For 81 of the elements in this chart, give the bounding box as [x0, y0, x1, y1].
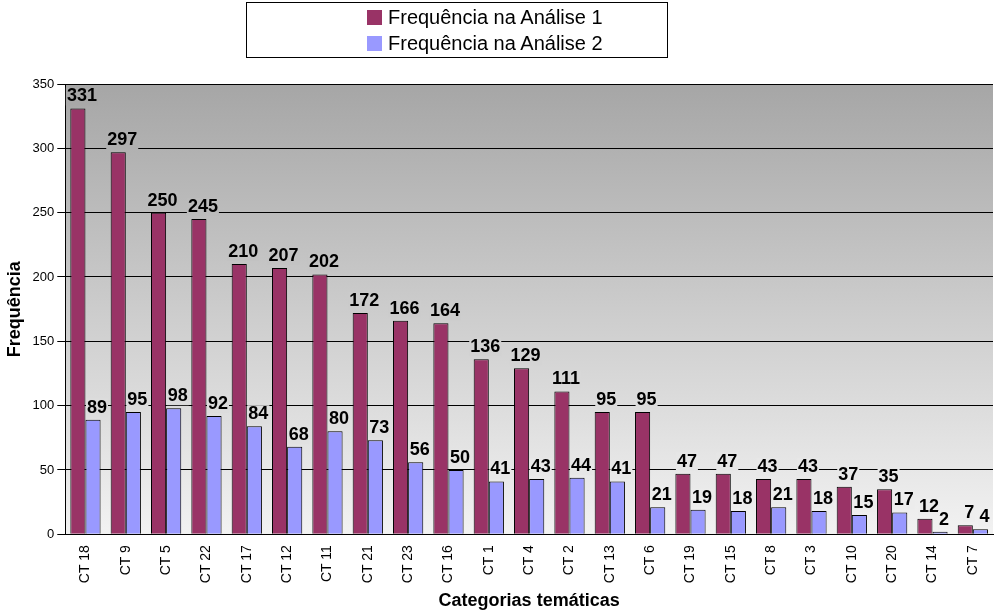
x-tick-label: CT 5	[156, 545, 173, 576]
data-label: 43	[797, 455, 818, 476]
data-label: 111	[551, 368, 580, 389]
x-tick-label: CT 11	[318, 545, 335, 583]
data-label: 21	[651, 484, 672, 505]
data-label: 15	[853, 491, 874, 512]
data-label: 331	[66, 85, 97, 106]
data-label: 92	[208, 392, 229, 413]
data-label: 44	[571, 454, 592, 475]
data-label: 43	[757, 455, 778, 476]
y-tick-label: 350	[32, 75, 55, 91]
y-tick-label: 0	[47, 525, 55, 541]
data-label: 250	[147, 189, 178, 210]
data-label: 47	[717, 450, 738, 471]
y-tick-label: 150	[32, 332, 55, 348]
x-tick-label: CT 8	[762, 545, 779, 576]
data-label: 37	[838, 463, 859, 484]
data-label: 41	[490, 458, 511, 479]
data-label: 50	[450, 446, 471, 467]
legend-label: Frequência na Análise 1	[388, 6, 603, 28]
data-label: 89	[87, 396, 108, 417]
legend-label: Frequência na Análise 2	[388, 32, 603, 54]
data-label: 129	[510, 345, 541, 366]
data-label: 166	[389, 297, 420, 318]
y-tick-label: 200	[32, 268, 55, 284]
y-tick-label: 50	[39, 461, 55, 477]
x-tick-label: CT 6	[641, 545, 658, 576]
data-label: 202	[308, 251, 339, 272]
x-tick-label: CT 3	[802, 545, 819, 576]
data-label: 17	[893, 489, 914, 510]
x-tick-label: CT 7	[963, 545, 980, 576]
x-axis-title: Categorias temáticas	[438, 590, 620, 611]
x-tick-label: CT 1	[479, 545, 496, 576]
x-tick-label: CT 12	[277, 545, 294, 584]
x-tick-label: CT 13	[600, 545, 617, 584]
data-label: 19	[692, 486, 713, 507]
data-label: 164	[429, 300, 460, 321]
data-label: 245	[187, 196, 218, 217]
data-label: 136	[470, 336, 501, 357]
data-label: 210	[228, 241, 259, 262]
data-label: 43	[530, 455, 551, 476]
data-label: 73	[369, 417, 390, 438]
y-tick-label: 250	[32, 204, 55, 220]
x-tick-label: CT 15	[721, 545, 738, 584]
x-tick-label: CT 20	[883, 545, 900, 584]
data-label: 41	[611, 458, 632, 479]
data-label: 172	[349, 289, 380, 310]
data-label: 95	[596, 389, 617, 410]
x-tick-label: CT 23	[399, 545, 415, 584]
x-tick-label: CT 2	[560, 545, 577, 576]
data-label: 18	[813, 488, 834, 509]
y-tick-label: 100	[32, 397, 55, 413]
data-label: 98	[167, 385, 188, 406]
y-axis-title: Frequência	[3, 260, 24, 358]
x-tick-label: CT 18	[76, 545, 93, 584]
data-label: 68	[288, 423, 309, 444]
data-label: 21	[772, 484, 793, 505]
x-tick-label: CT 14	[923, 545, 940, 584]
data-label: 95	[636, 389, 657, 410]
x-tick-label: CT 19	[681, 545, 698, 584]
data-label: 4	[979, 506, 990, 527]
x-tick-label: CT 22	[197, 545, 214, 584]
data-label: 7	[964, 502, 975, 523]
data-label: 56	[409, 439, 430, 460]
data-label: 12	[918, 495, 939, 516]
x-tick-label: CT 21	[358, 545, 375, 584]
x-tick-label: CT 10	[842, 545, 859, 584]
data-label: 80	[329, 408, 350, 429]
data-label: 35	[878, 466, 899, 487]
data-label: 47	[676, 450, 697, 471]
x-tick-label: CT 16	[439, 545, 456, 584]
data-label: 2	[939, 508, 950, 529]
data-label: 297	[107, 129, 138, 150]
data-label: 18	[732, 488, 753, 509]
data-label: 207	[268, 244, 299, 265]
y-tick-label: 300	[32, 139, 55, 155]
data-label: 95	[127, 389, 148, 410]
x-tick-label: CT 17	[237, 545, 254, 584]
x-tick-label: CT 9	[116, 545, 133, 576]
x-tick-label: CT 4	[520, 545, 536, 576]
data-label: 84	[248, 403, 269, 424]
